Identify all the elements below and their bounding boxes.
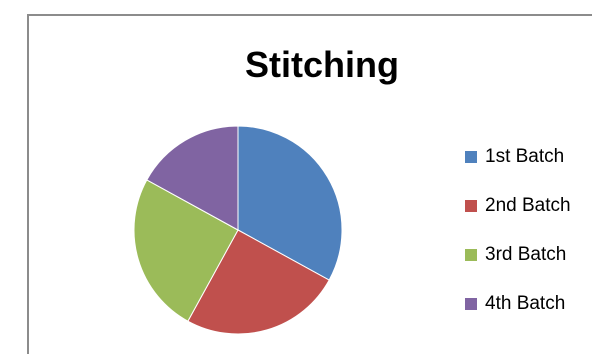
legend-item-1: 1st Batch bbox=[465, 146, 571, 195]
legend-item-2: 2nd Batch bbox=[465, 195, 571, 244]
pie-slice-1 bbox=[237, 125, 343, 281]
chart-title: Stitching bbox=[245, 44, 399, 85]
chart-legend: 1st Batch 2nd Batch 3rd Batch 4th Batch bbox=[465, 146, 571, 342]
legend-swatch bbox=[465, 249, 477, 261]
pie-slice-4 bbox=[146, 125, 239, 231]
legend-swatch bbox=[465, 151, 477, 163]
legend-label: 1st Batch bbox=[485, 146, 565, 167]
legend-swatch bbox=[465, 200, 477, 212]
legend-item-3: 3rd Batch bbox=[465, 244, 571, 293]
pie-slice-2 bbox=[187, 229, 330, 335]
legend-item-4: 4th Batch bbox=[465, 293, 571, 342]
pie-slice-3 bbox=[133, 179, 239, 322]
legend-label: 3rd Batch bbox=[485, 244, 567, 265]
legend-label: 2nd Batch bbox=[485, 195, 571, 216]
legend-label: 4th Batch bbox=[485, 293, 566, 314]
legend-swatch bbox=[465, 298, 477, 310]
